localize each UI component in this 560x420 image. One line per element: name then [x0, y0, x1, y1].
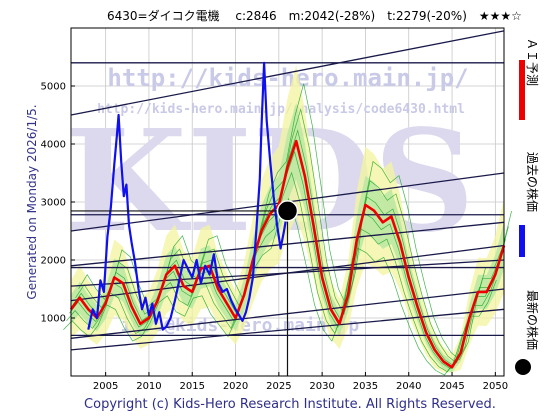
trend-line — [70, 30, 505, 116]
y-tick-label: 5000 — [41, 82, 66, 93]
legend-past-swatch — [519, 225, 525, 257]
forecast-band-line — [78, 83, 512, 361]
x-tick-label: 2045 — [439, 381, 464, 392]
legend-latest-dot — [515, 359, 531, 375]
x-tick-label: 2040 — [396, 381, 421, 392]
chart-title: 6430=ダイコク電機 c:2846 m:2042(-28%) t:2279(-… — [107, 8, 522, 23]
x-tick-label: 2050 — [483, 381, 508, 392]
y-tick-label: 3000 — [41, 198, 66, 209]
generated-date-label: Generated on Monday 2026/1/5. — [25, 104, 39, 299]
latest-layer — [71, 200, 299, 376]
legend-latest-label: 最新の株価 — [525, 290, 540, 350]
x-tick-label: 2020 — [223, 381, 248, 392]
watermark-analysis-url: http://kids-hero.main.jp/analysis/code64… — [97, 102, 465, 117]
ai-forecast-line — [69, 139, 506, 369]
x-tick-label: 2015 — [180, 381, 205, 392]
y-tick-label: 2000 — [41, 256, 66, 267]
x-tick-label: 2030 — [309, 381, 334, 392]
legend-forecast-swatch — [519, 60, 525, 120]
x-tick-label: 2010 — [136, 381, 161, 392]
y-tick-label: 4000 — [41, 140, 66, 151]
x-tick-label: 2025 — [266, 381, 291, 392]
legend-past-label: 過去の株価 — [525, 152, 540, 212]
axis-layer: 2005 2010 2015 2020 2025 2030 2035 2040 2045 2050… — [41, 82, 509, 393]
past-price-line — [87, 61, 289, 331]
copyright-footer: Copyright (c) Kids-Hero Research Institu… — [84, 397, 496, 412]
x-tick-label: 2035 — [353, 381, 378, 392]
latest-price-dot — [276, 200, 299, 222]
legend-forecast-label: ＡＩ予測 — [525, 38, 539, 86]
y-tick-label: 1000 — [41, 314, 66, 325]
legend: ＡＩ予測 過去の株価 最新の株価 — [515, 38, 540, 375]
forecast-band-line — [72, 129, 506, 367]
x-tick-label: 2005 — [93, 381, 118, 392]
forecast-band-line — [63, 197, 497, 376]
watermark-url: http://kids-hero.main.jp/ — [107, 64, 468, 92]
series-layer — [69, 61, 506, 369]
forecast-band-line — [66, 171, 500, 373]
